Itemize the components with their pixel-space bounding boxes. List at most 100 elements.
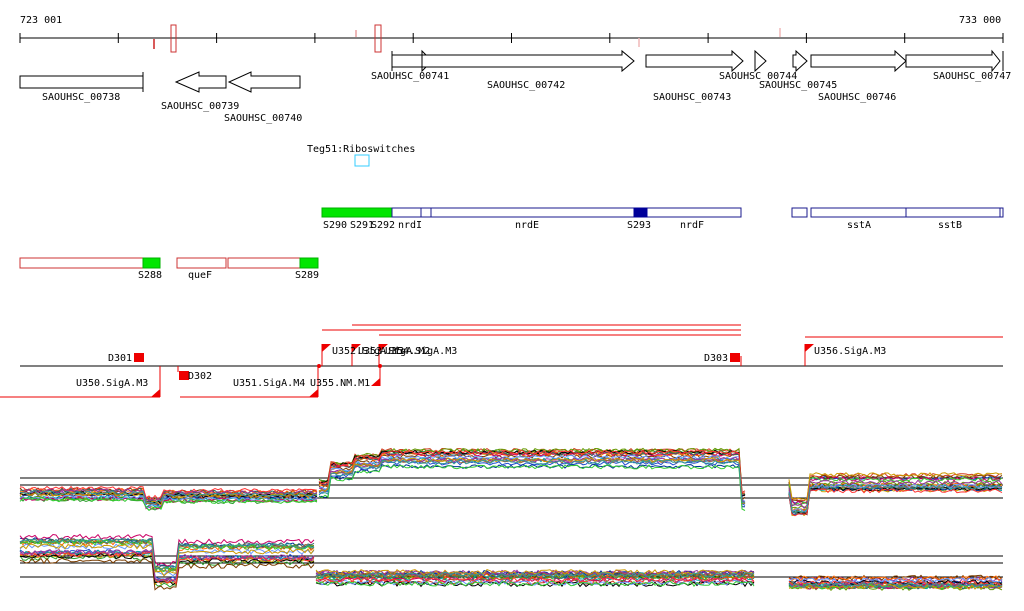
gene-SAOUHSC_00738[interactable]	[19, 72, 144, 92]
minus-profile-line	[19, 551, 315, 585]
shift-label: U355.NM.M1	[310, 378, 370, 389]
gene-track	[19, 49, 1004, 93]
plus-profile-line	[788, 479, 1003, 509]
minus-profile-line	[19, 533, 315, 567]
gene-label: SAOUHSC_00746	[818, 92, 896, 103]
segment-S290-S291[interactable]	[321, 207, 393, 218]
minus-profile-line	[19, 543, 315, 577]
minus-profile-line	[315, 576, 755, 583]
riboswitch-track: Teg51:Riboswitches	[307, 144, 415, 167]
minus-profile-line	[19, 537, 315, 571]
expression-track-minus	[19, 533, 1003, 592]
minus-profile-line	[788, 581, 1003, 589]
segment-nrdI[interactable]	[420, 207, 432, 218]
plus-profile-line	[788, 488, 1003, 517]
gene-SAOUHSC_00747[interactable]	[905, 49, 1004, 73]
plus-profile-line	[318, 460, 746, 506]
minus-profile-line	[315, 571, 755, 579]
downshift-D302[interactable]	[179, 371, 189, 380]
ruler-start-label: 723 001	[20, 15, 62, 26]
segment-S288-region[interactable]	[19, 257, 161, 269]
upshift-U351-flag[interactable]	[309, 389, 318, 397]
gene-SAOUHSC_00740[interactable]	[227, 71, 301, 93]
minus-profile-line	[315, 580, 755, 587]
gene-SAOUHSC_00739[interactable]	[174, 71, 227, 93]
minus-profile-line	[19, 548, 315, 582]
upshift-U354-flag[interactable]	[379, 344, 388, 352]
gene-SAOUHSC_00746[interactable]	[810, 49, 907, 73]
gene-SAOUHSC_00745[interactable]	[792, 49, 808, 73]
gene-SAOUHSC_00744[interactable]	[754, 49, 767, 73]
shift-label: U351.SigA.M4	[233, 378, 305, 389]
gene-label: SAOUHSC_00741	[371, 71, 449, 82]
upshift-U350-flag[interactable]	[151, 389, 160, 397]
upshift-U356-flag[interactable]	[805, 344, 814, 352]
segment-label: nrdF	[680, 220, 704, 231]
upshift-U353-flag[interactable]	[352, 344, 361, 352]
plus-profile-line	[19, 487, 318, 502]
minus-profile-line	[788, 580, 1003, 587]
segment-sstA[interactable]	[810, 207, 907, 218]
gene-label: SAOUHSC_00744	[719, 71, 797, 82]
shift-label: U356.SigA.M3	[814, 346, 886, 357]
expression-track-plus	[19, 447, 1003, 517]
coordinate-ruler: 723 001 733 000	[19, 15, 1004, 53]
segment-label: S288	[138, 270, 162, 281]
minus-profile-line	[788, 583, 1003, 590]
plus-profile-line	[20, 491, 318, 506]
segment-label: S292	[371, 220, 395, 231]
upshift-U352-flag[interactable]	[322, 344, 331, 352]
plus-profile-line	[788, 486, 1003, 516]
segment-S293[interactable]	[633, 207, 648, 218]
segment-track-plus: S290 S291 S292 nrdI nrdE S293 nrdF sstA …	[321, 207, 1004, 231]
segment-queF[interactable]	[176, 257, 227, 269]
segment-label: queF	[188, 270, 212, 281]
gene-SAOUHSC_00743[interactable]	[645, 49, 744, 73]
plus-profile-line	[318, 450, 746, 499]
gene-label: SAOUHSC_00738	[42, 92, 120, 103]
shift-track: D301 D302 D303 U350.SigA.M3 U351.SigA.M4…	[0, 324, 1003, 398]
shift-label: D303	[704, 353, 728, 364]
downshift-D301[interactable]	[134, 353, 144, 362]
gene-label: SAOUHSC_00745	[759, 80, 837, 91]
segment-S292[interactable]	[391, 207, 422, 218]
segment-S288[interactable]	[142, 257, 161, 269]
gene-label: SAOUHSC_00742	[487, 80, 565, 91]
downshift-D303[interactable]	[730, 353, 740, 362]
segment-small[interactable]	[791, 207, 808, 218]
minus-profile-line	[315, 569, 755, 576]
segment-track-minus: S288 queF S289	[19, 257, 319, 281]
plus-profile-line	[318, 459, 746, 503]
plus-profile-line	[318, 457, 746, 504]
gene-labels: SAOUHSC_00741 SAOUHSC_00742 SAOUHSC_0074…	[42, 71, 1011, 124]
gene-label: SAOUHSC_00743	[653, 92, 731, 103]
gene-label: SAOUHSC_00740	[224, 113, 302, 124]
shift-label: U354.SigA.M3	[385, 346, 457, 357]
upshift-U355-flag[interactable]	[371, 378, 380, 386]
segment-nrdE-nrdF[interactable]	[430, 207, 742, 218]
shift-label: U353.SigA.M2	[358, 346, 430, 357]
riboswitch-feature[interactable]	[354, 154, 370, 167]
shift-label: U350.SigA.M3	[76, 378, 148, 389]
shift-label: U352.SigA.M3	[332, 346, 404, 357]
segment-label: sstB	[938, 220, 962, 231]
segment-label: nrdI	[398, 220, 422, 231]
segment-label: sstA	[847, 220, 871, 231]
plus-profile-line	[788, 472, 1003, 501]
shift-label: D301	[108, 353, 132, 364]
segment-sstB[interactable]	[905, 207, 1001, 218]
segment-label: S293	[627, 220, 651, 231]
gene-label: SAOUHSC_00739	[161, 101, 239, 112]
plus-profile-line	[19, 497, 318, 512]
ruler-end-label: 733 000	[959, 15, 1001, 26]
minus-profile-line	[19, 557, 315, 591]
plus-profile-line	[19, 490, 318, 505]
plus-profile-line	[19, 494, 318, 509]
segment-end[interactable]	[999, 207, 1004, 218]
segment-S289[interactable]	[299, 257, 319, 269]
segment-label: S291	[350, 220, 374, 231]
gene-SAOUHSC_00742[interactable]	[421, 49, 635, 73]
riboswitch-label: Teg51:Riboswitches	[307, 144, 415, 155]
segment-label: nrdE	[515, 220, 539, 231]
